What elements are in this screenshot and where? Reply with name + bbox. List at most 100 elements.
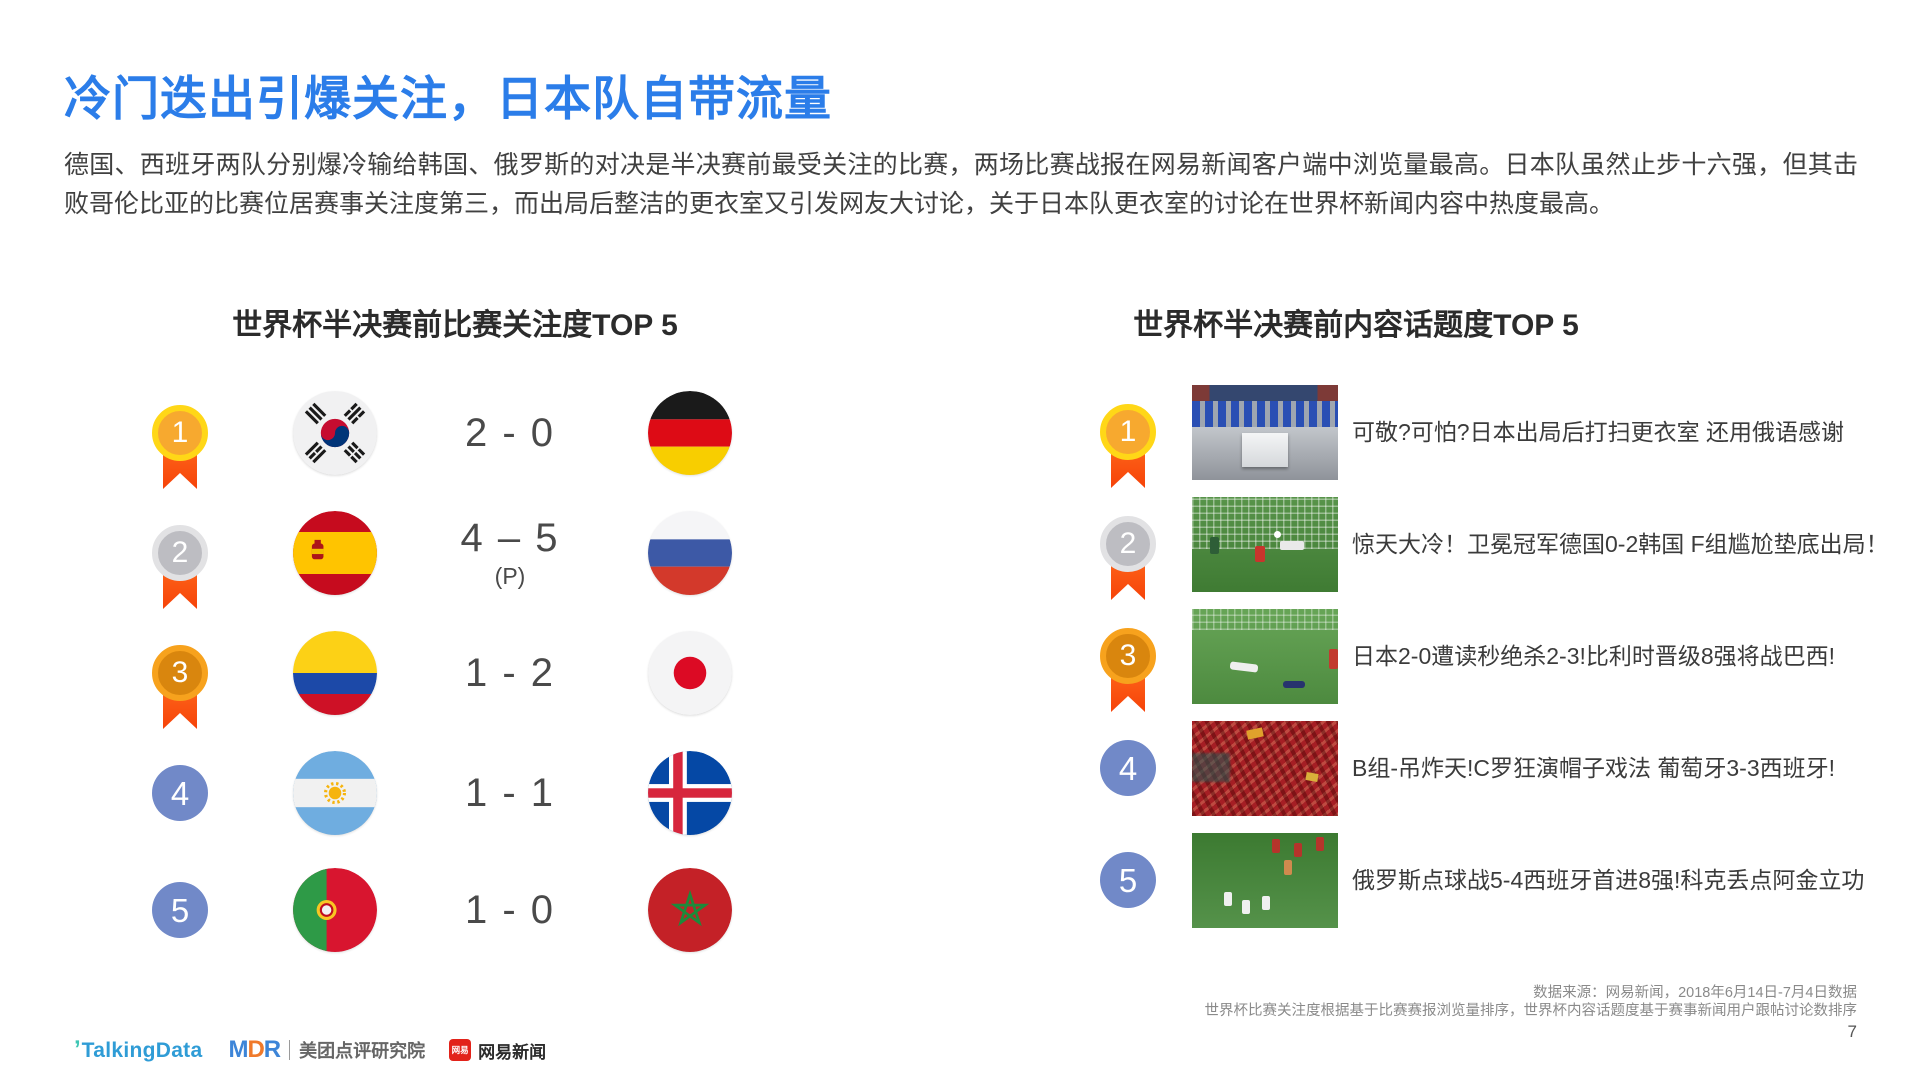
flag-morocco-icon bbox=[648, 868, 732, 952]
topic-row-3: 3 日本2-0遭读秒绝杀2-3!比利时晋级8强将战巴西! bbox=[1100, 609, 1900, 712]
netease-logo: 网易 网易新闻 bbox=[449, 1038, 546, 1063]
locker-seats bbox=[1192, 401, 1338, 427]
page-number: 7 bbox=[1847, 1022, 1857, 1041]
rank-circle-icon: 5 bbox=[1100, 852, 1156, 954]
score-block: 1 - 0 bbox=[410, 863, 610, 957]
talkingdata-logo: ʼ TalkingData bbox=[74, 1036, 202, 1064]
locker-banner bbox=[1192, 385, 1338, 402]
topic-ranking-header: 世界杯半决赛前内容话题度TOP 5 bbox=[1133, 309, 1579, 342]
data-source-note: 数据来源：网易新闻，2018年6月14日-7月4日数据 世界杯比赛关注度根据基于… bbox=[1205, 984, 1858, 1020]
flag-germany-icon bbox=[648, 391, 732, 475]
match-ranking-header: 世界杯半决赛前比赛关注度TOP 5 bbox=[232, 309, 678, 342]
referee-figure bbox=[1283, 859, 1292, 875]
player-figure bbox=[1254, 546, 1265, 563]
player-figure bbox=[1329, 648, 1338, 669]
match-row-3: 3 1 - 2 bbox=[152, 626, 752, 729]
score: 2 - 0 bbox=[464, 410, 556, 455]
headline: 日本2-0遭读秒绝杀2-3!比利时晋级8强将战巴西! bbox=[1352, 643, 1836, 669]
score: 1 - 0 bbox=[464, 887, 556, 932]
rank-circle-icon: 4 bbox=[1100, 740, 1156, 842]
thumbnail-goal-scene bbox=[1192, 497, 1338, 592]
flag-iceland-icon bbox=[648, 751, 732, 835]
flag-portugal-icon bbox=[293, 868, 377, 952]
bronze-medal-icon: 3 bbox=[1100, 628, 1156, 730]
penalty-note: (P) bbox=[494, 563, 526, 589]
rank-circle-icon: 5 bbox=[152, 882, 208, 984]
headline: 惊天大冷！卫冕冠军德国0-2韩国 F组尴尬垫底出局！ bbox=[1352, 531, 1889, 557]
bronze-medal-icon: 3 bbox=[152, 645, 208, 747]
talkingdata-tick-icon: ʼ bbox=[74, 1036, 81, 1063]
page-title: 冷门迭出引爆关注，日本队自带流量 bbox=[64, 72, 832, 125]
footer-logos: ʼ TalkingData MDR 美团点评研究院 网易 网易新闻 bbox=[74, 1036, 546, 1064]
score-block: 4 – 5 (P) bbox=[410, 506, 610, 600]
thumbnail-locker-room bbox=[1192, 385, 1338, 480]
source-line-1: 数据来源：网易新闻，2018年6月14日-7月4日数据 bbox=[1533, 985, 1857, 1001]
flag-japan-icon bbox=[648, 631, 732, 715]
thumbnail-celebration bbox=[1192, 833, 1338, 928]
thumbnail-fans-crowd bbox=[1192, 721, 1338, 816]
rank-circle-icon: 4 bbox=[152, 765, 208, 867]
talkingdata-wordmark: TalkingData bbox=[81, 1039, 203, 1062]
player-figure bbox=[1316, 836, 1325, 851]
silver-medal-icon: 2 bbox=[1100, 516, 1156, 618]
player-figure bbox=[1262, 895, 1271, 910]
score: 1 - 1 bbox=[464, 770, 556, 815]
player-figure bbox=[1282, 681, 1305, 689]
flag-colombia-icon bbox=[293, 631, 377, 715]
player-figure bbox=[1209, 536, 1219, 554]
score-block: 2 - 0 bbox=[410, 386, 610, 480]
rank-label: 2 bbox=[171, 536, 189, 569]
source-line-2: 世界杯比赛关注度根据基于比赛赛报浏览量排序，世界杯内容话题度基于赛事新闻用户跟帖… bbox=[1204, 1003, 1858, 1019]
rank-label: 3 bbox=[1119, 639, 1137, 672]
score-block: 1 - 1 bbox=[410, 746, 610, 840]
player-figure bbox=[1272, 838, 1281, 853]
match-row-4: 4 1 - 1 bbox=[152, 746, 752, 840]
score-block: 1 - 2 bbox=[410, 626, 610, 720]
flag-south-korea-icon bbox=[293, 391, 377, 475]
mdr-letter: R bbox=[263, 1036, 281, 1063]
match-row-2: 2 4 – 5 (P) bbox=[152, 506, 752, 609]
mdr-letter: D bbox=[247, 1036, 264, 1063]
match-row-1: 1 2 - 0 bbox=[152, 386, 752, 489]
match-row-5: 5 1 - 0 bbox=[152, 863, 752, 957]
rank-label: 1 bbox=[1119, 415, 1137, 448]
flag-russia-icon bbox=[648, 511, 732, 595]
topic-row-4: 4 B组-吊炸天!C罗狂演帽子戏法 葡萄牙3-3西班牙! bbox=[1100, 721, 1900, 816]
flag-spain-icon bbox=[293, 511, 377, 595]
ball bbox=[1273, 531, 1281, 539]
player-figure bbox=[1224, 891, 1233, 906]
goal-net bbox=[1192, 609, 1338, 630]
rank-label: 2 bbox=[1119, 527, 1137, 560]
rank-label: 4 bbox=[1118, 749, 1138, 787]
mdr-letter: M bbox=[228, 1036, 248, 1063]
netease-news-label: 网易新闻 bbox=[478, 1042, 547, 1062]
score: 1 - 2 bbox=[464, 650, 556, 695]
netease-app-icon: 网易 bbox=[449, 1039, 472, 1061]
headline: 可敬?可怕?日本出局后打扫更衣室 还用俄语感谢 bbox=[1352, 419, 1844, 445]
rank-label: 5 bbox=[170, 891, 190, 929]
headline: B组-吊炸天!C罗狂演帽子戏法 葡萄牙3-3西班牙! bbox=[1352, 755, 1836, 781]
stadium-seats bbox=[1192, 753, 1230, 782]
mdr-logo: MDR bbox=[228, 1036, 281, 1064]
player-figure bbox=[1229, 661, 1259, 673]
topic-row-5: 5 俄罗斯点球战5-4西班牙首进8强!科克丢点阿金立功 bbox=[1100, 833, 1900, 928]
rank-label: 1 bbox=[171, 416, 189, 449]
player-figure bbox=[1241, 899, 1250, 914]
rank-label: 3 bbox=[171, 656, 189, 689]
silver-medal-icon: 2 bbox=[152, 525, 208, 627]
intro-paragraph: 德国、西班牙两队分别爆冷输给韩国、俄罗斯的对决是半决赛前最受关注的比赛，两场比赛… bbox=[64, 151, 1858, 218]
flag-argentina-icon bbox=[293, 751, 377, 835]
rank-label: 5 bbox=[1118, 861, 1138, 899]
goalkeeper-figure bbox=[1279, 540, 1304, 550]
rank-label: 4 bbox=[170, 774, 190, 812]
topic-row-2: 2 惊天大冷！卫冕冠军德国0-2韩国 F组尴尬垫底出局！ bbox=[1100, 497, 1900, 600]
player-figure bbox=[1294, 842, 1303, 857]
gold-medal-icon: 1 bbox=[1100, 404, 1156, 506]
meituan-research-label: 美团点评研究院 bbox=[299, 1041, 426, 1061]
thumbnail-pitch-scene bbox=[1192, 609, 1338, 704]
topic-row-1: 1 可敬?可怕?日本出局后打扫更衣室 还用俄语感谢 bbox=[1100, 385, 1900, 488]
logo-divider bbox=[289, 1040, 291, 1060]
gold-medal-icon: 1 bbox=[152, 405, 208, 507]
locker-table bbox=[1241, 432, 1289, 467]
